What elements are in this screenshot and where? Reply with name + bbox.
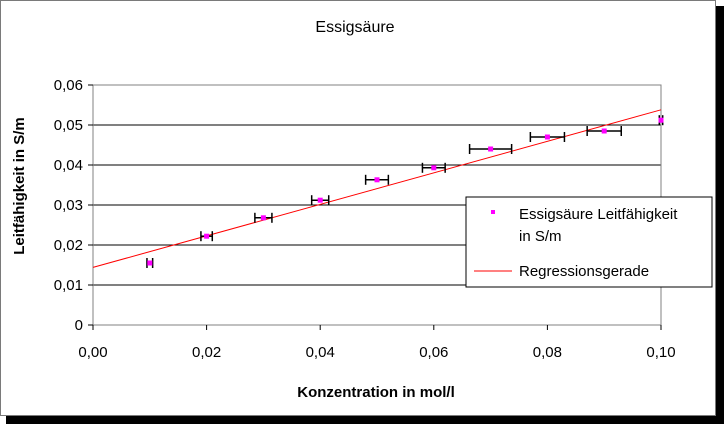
chart-title: Essigsäure: [315, 19, 394, 36]
x-tick-label: 0,04: [306, 344, 335, 361]
legend-box: [465, 196, 713, 288]
y-tick-label: 0,03: [54, 197, 83, 214]
regression-layer: [92, 109, 662, 268]
data-point: [374, 177, 380, 183]
data-point: [317, 197, 323, 203]
data-point: [658, 117, 664, 123]
frame-shadow-bottom: [6, 416, 724, 424]
data-point: [601, 128, 607, 134]
legend-marker-series: [491, 210, 495, 214]
x-tick-label: 0,00: [78, 344, 107, 361]
legend-label-series-cont: in S/m: [519, 228, 562, 245]
y-tick-label: 0: [75, 317, 83, 334]
y-tick-label: 0,01: [54, 277, 83, 294]
data-point: [488, 146, 494, 152]
legend-label-series: Essigsäure Leitfähigkeit: [519, 206, 678, 223]
legend-label-regression: Regressionsgerade: [519, 263, 649, 280]
y-axis-label: Leitfähigkeit in S/m: [11, 117, 28, 255]
data-point: [260, 215, 266, 221]
data-point: [147, 260, 153, 266]
data-points: [147, 117, 664, 266]
y-tick-label: 0,02: [54, 237, 83, 254]
regression-line: [92, 109, 662, 268]
y-tick-label: 0,04: [54, 157, 83, 174]
y-tick-label: 0,06: [54, 77, 83, 94]
x-tick-label: 0,06: [419, 344, 448, 361]
x-tick-label: 0,02: [192, 344, 221, 361]
data-point: [544, 134, 550, 140]
y-tick-label: 0,05: [54, 117, 83, 134]
x-tick-label: 0,10: [646, 344, 675, 361]
data-point: [431, 165, 437, 171]
data-point: [204, 233, 210, 239]
x-axis-label: Konzentration in mol/l: [297, 384, 455, 401]
legend: Essigsäure Leitfähigkeit in S/m Regressi…: [465, 196, 713, 288]
axis-ticks: 0 0,01 0,02 0,03 0,04 0,05 0,06 0,00 0,02 0,04 0,0…: [54, 77, 676, 361]
x-tick-label: 0,08: [533, 344, 562, 361]
frame-shadow-right: [716, 6, 724, 422]
chart: Essigsäure 0 0,01 0,02 0,03 0,04 0,05 0,06 0,00…: [11, 19, 713, 401]
